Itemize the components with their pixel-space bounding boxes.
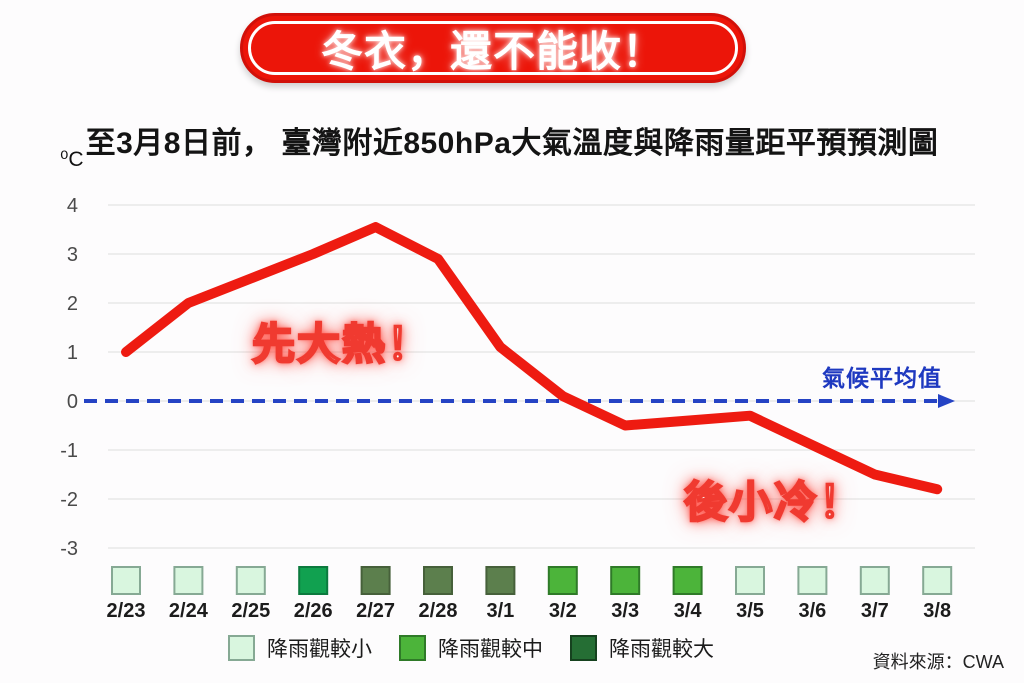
rain-legend: 降雨觀較小 降雨觀較中 降雨觀較大 xyxy=(228,633,714,663)
rain-square xyxy=(922,566,953,595)
date-label: 3/8 xyxy=(923,600,951,622)
legend-label: 降雨觀較大 xyxy=(609,638,714,661)
legend-item-dark: 降雨觀較大 xyxy=(570,633,714,663)
y-tick-label: -3 xyxy=(60,538,78,560)
rain-square xyxy=(547,566,578,595)
date-label: 3/4 xyxy=(674,600,703,622)
legend-swatch-medium xyxy=(399,635,426,661)
rain-square xyxy=(423,566,453,595)
legend-item-light: 降雨觀較小 xyxy=(228,633,372,663)
rain-square xyxy=(235,566,266,595)
date-label: 3/6 xyxy=(798,600,826,622)
rain-square xyxy=(485,566,516,595)
rain-square xyxy=(173,566,204,595)
y-tick-label: -2 xyxy=(60,489,78,511)
y-axis-unit-label: ⁰C xyxy=(60,148,84,171)
date-label: 2/23 xyxy=(107,600,146,622)
y-tick-label: -1 xyxy=(60,440,78,462)
temperature-anomaly-line xyxy=(121,222,943,495)
rain-square xyxy=(672,566,703,595)
date-label: 3/5 xyxy=(736,600,764,622)
y-tick-label: 3 xyxy=(67,244,78,266)
date-label: 2/24 xyxy=(169,600,209,622)
y-tick-label: 2 xyxy=(67,293,78,315)
date-label: 2/28 xyxy=(419,600,458,622)
rain-square xyxy=(797,566,828,595)
date-label: 2/25 xyxy=(231,600,270,622)
y-tick-label: 1 xyxy=(67,342,78,364)
annotation-hot: 先大熱！ xyxy=(251,320,432,370)
date-label: 3/3 xyxy=(611,600,639,622)
rain-square xyxy=(360,566,391,595)
rain-square xyxy=(859,566,890,595)
date-label: 3/7 xyxy=(861,600,889,622)
y-tick-label: 0 xyxy=(67,391,78,413)
rain-square xyxy=(610,566,641,595)
y-tick-label: 4 xyxy=(67,195,78,217)
legend-item-medium: 降雨觀較中 xyxy=(399,633,543,663)
climate-average-label: 氣候平均值 xyxy=(822,365,942,391)
legend-label: 降雨觀較小 xyxy=(267,638,372,661)
legend-swatch-dark xyxy=(570,635,597,661)
date-label: 2/26 xyxy=(294,600,333,622)
date-label: 2/27 xyxy=(356,600,395,622)
annotation-cold: 後小冷！ xyxy=(683,478,864,528)
date-label: 3/1 xyxy=(486,600,514,622)
rain-square xyxy=(735,566,765,595)
data-source: 資料來源：CWA xyxy=(872,652,1004,672)
legend-swatch-light xyxy=(228,635,255,661)
arrow-right-icon xyxy=(938,394,955,408)
chart-title: 至3月8日前， 臺灣附近850hPa大氣溫度與降雨量距平預預測圖 xyxy=(85,127,939,160)
rain-square xyxy=(298,566,329,595)
date-label: 3/2 xyxy=(549,600,577,622)
rain-square xyxy=(111,566,141,595)
legend-label: 降雨觀較中 xyxy=(438,638,543,661)
headline-text: 冬衣，還不能收！ xyxy=(320,27,665,75)
